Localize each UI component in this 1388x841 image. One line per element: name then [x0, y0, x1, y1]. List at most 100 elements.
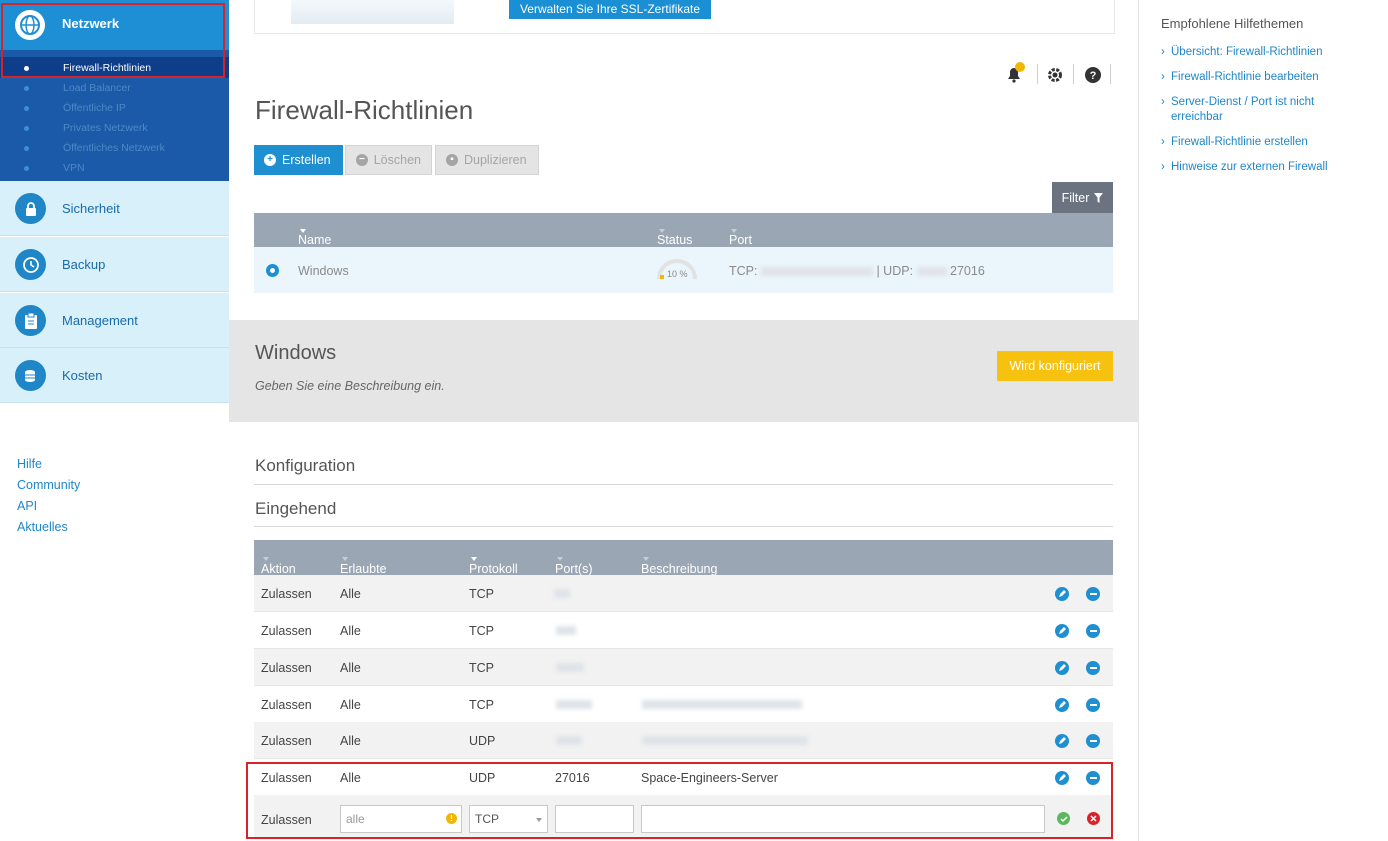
policy-radio[interactable] — [266, 264, 279, 277]
subnav-vpn[interactable]: VPN — [0, 158, 229, 178]
subnav-public-network[interactable]: Öffentliches Netzwerk — [0, 138, 229, 158]
link-news[interactable]: Aktuelles — [17, 520, 68, 534]
policy-ports: TCP: | UDP: 27016 — [729, 264, 985, 278]
nav-label: Sicherheit — [62, 201, 120, 216]
create-button[interactable]: + Erstellen — [254, 145, 343, 175]
description-input[interactable] — [641, 805, 1045, 833]
remove-minus-icon[interactable] — [1086, 698, 1100, 712]
subnav-private-network[interactable]: Privates Netzwerk — [0, 118, 229, 138]
help-link[interactable]: Firewall-Richtlinie erstellen — [1161, 135, 1361, 150]
column-label: Protokoll — [469, 562, 518, 576]
column-status[interactable]: Status — [657, 223, 692, 247]
subnav-label: Firewall-Richtlinien — [63, 62, 152, 74]
nav-item-costs[interactable]: Kosten — [0, 348, 229, 403]
column-description[interactable]: Beschreibung — [641, 551, 717, 576]
rule-row: Zulassen Alle TCP — [254, 612, 1113, 649]
column-name[interactable]: Name — [298, 223, 331, 247]
column-protocol[interactable]: Protokoll — [469, 551, 518, 576]
confirm-check-icon[interactable] — [1057, 812, 1070, 825]
protocol-select[interactable]: TCP — [469, 805, 548, 833]
allowed-ip-input[interactable]: alle ! — [340, 805, 462, 833]
redacted-description — [642, 736, 808, 745]
subnav-label: Load Balancer — [63, 82, 131, 94]
sidebar-links: Hilfe Community API Aktuelles — [17, 457, 80, 541]
clipboard-icon — [15, 305, 46, 336]
sort-caret-icon — [471, 556, 477, 561]
remove-minus-icon[interactable] — [1086, 734, 1100, 748]
banner-image — [291, 0, 454, 24]
policy-row[interactable]: Windows 10 % TCP: | UDP: 27016 — [254, 247, 1113, 293]
remove-minus-icon[interactable] — [1086, 771, 1100, 785]
configuring-status-button[interactable]: Wird konfiguriert — [997, 351, 1113, 381]
help-link[interactable]: Übersicht: Firewall-Richtlinien — [1161, 45, 1361, 60]
link-api[interactable]: API — [17, 499, 38, 513]
help-title: Empfohlene Hilfethemen — [1161, 16, 1304, 31]
new-rule-row: Zulassen alle ! TCP — [254, 795, 1113, 840]
help-panel: Empfohlene Hilfethemen Übersicht: Firewa… — [1140, 0, 1388, 841]
main-content: Verwalten Sie Ihre SSL-Zertifikate ? Fir… — [229, 0, 1139, 841]
policy-table-header: Name Status Port — [254, 213, 1113, 247]
rule-row: Zulassen Alle TCP — [254, 649, 1113, 686]
detail-description[interactable]: Geben Sie eine Beschreibung ein. — [255, 379, 445, 393]
rule-action: Zulassen — [261, 587, 312, 601]
column-action[interactable]: Aktion — [261, 551, 296, 576]
remove-minus-icon[interactable] — [1086, 587, 1100, 601]
bullet-icon — [24, 146, 29, 151]
nav-item-backup[interactable]: Backup — [0, 237, 229, 292]
sort-caret-icon — [342, 556, 348, 561]
subnav-label: Öffentliche IP — [63, 102, 126, 114]
help-link[interactable]: Server-Dienst / Port ist nicht erreichba… — [1161, 95, 1361, 125]
svg-text:?: ? — [1090, 70, 1097, 82]
subnav-load-balancer[interactable]: Load Balancer — [0, 78, 229, 98]
remove-minus-icon[interactable] — [1086, 661, 1100, 675]
help-link[interactable]: Hinweise zur externen Firewall — [1161, 160, 1361, 175]
edit-pencil-icon[interactable] — [1055, 771, 1069, 785]
link-community[interactable]: Community — [17, 478, 81, 492]
column-label: Port(s) — [555, 562, 593, 576]
bullet-icon — [24, 106, 29, 111]
nav-item-security[interactable]: Sicherheit — [0, 181, 229, 236]
link-help[interactable]: Hilfe — [17, 457, 43, 471]
duplicate-button[interactable]: ▪ Duplizieren — [435, 145, 539, 175]
incoming-heading: Eingehend — [255, 499, 337, 518]
ssl-certificates-button[interactable]: Verwalten Sie Ihre SSL-Zertifikate — [509, 0, 711, 19]
edit-pencil-icon[interactable] — [1055, 661, 1069, 675]
rule-description: Space-Engineers-Server — [641, 771, 778, 785]
notification-bell-icon[interactable] — [1003, 62, 1025, 86]
subnav-firewall-policies[interactable]: Firewall-Richtlinien — [0, 58, 229, 78]
filter-label: Filter — [1061, 190, 1090, 205]
policy-detail-header: Windows Geben Sie eine Beschreibung ein.… — [229, 320, 1139, 422]
minus-icon: − — [356, 154, 368, 166]
edit-pencil-icon[interactable] — [1055, 698, 1069, 712]
column-ports[interactable]: Port(s) — [555, 551, 593, 576]
sort-caret-icon — [557, 556, 563, 561]
port-input[interactable] — [555, 805, 634, 833]
rule-protocol: UDP — [469, 771, 496, 785]
column-allowed-ip[interactable]: Erlaubte IP — [340, 551, 387, 590]
help-circle-icon[interactable]: ? — [1082, 64, 1104, 86]
detail-title: Windows — [255, 342, 337, 364]
remove-minus-icon[interactable] — [1086, 624, 1100, 638]
gear-icon[interactable] — [1044, 64, 1066, 86]
subnav-public-ip[interactable]: Öffentliche IP — [0, 98, 229, 118]
nav-item-network[interactable]: Netzwerk — [0, 0, 229, 50]
help-link[interactable]: Firewall-Richtlinie bearbeiten — [1161, 70, 1361, 85]
filter-button[interactable]: Filter — [1052, 182, 1113, 213]
chevron-down-icon — [536, 818, 542, 822]
status-gauge-icon — [657, 259, 697, 280]
nav-network-label: Netzwerk — [62, 16, 120, 31]
column-label: Port — [729, 233, 752, 247]
delete-button[interactable]: − Löschen — [345, 145, 432, 175]
edit-pencil-icon[interactable] — [1055, 587, 1069, 601]
nav-item-management[interactable]: Management — [0, 293, 229, 348]
rule-protocol: TCP — [469, 661, 494, 675]
column-port[interactable]: Port — [729, 223, 752, 247]
port-udp-label: | UDP: — [876, 264, 914, 278]
edit-pencil-icon[interactable] — [1055, 624, 1069, 638]
edit-pencil-icon[interactable] — [1055, 734, 1069, 748]
sort-caret-icon — [263, 556, 269, 561]
protocol-value: TCP — [475, 812, 499, 826]
clock-icon — [15, 249, 46, 280]
cancel-x-icon[interactable] — [1087, 812, 1100, 825]
rule-protocol: TCP — [469, 698, 494, 712]
